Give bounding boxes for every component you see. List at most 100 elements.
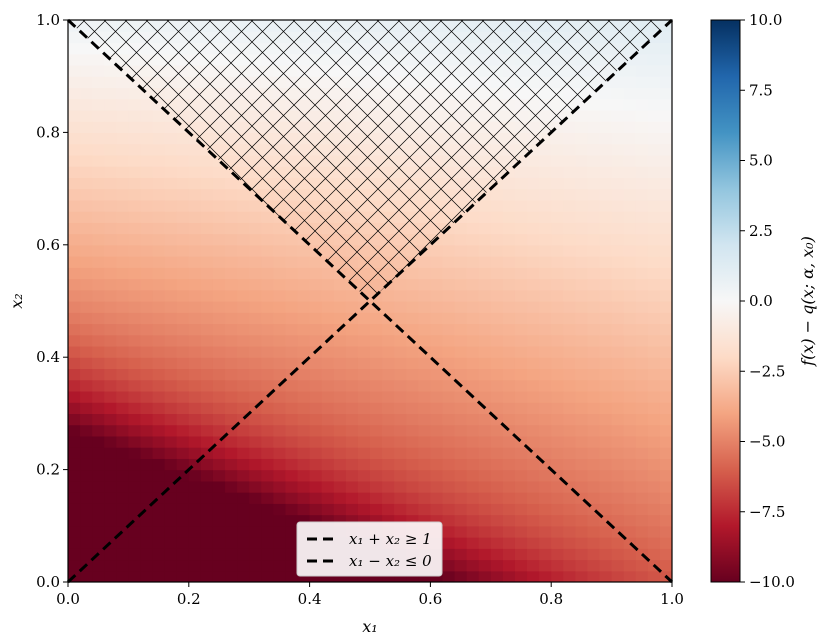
heatmap-cell — [514, 334, 528, 347]
heatmap-cell — [659, 503, 672, 516]
heatmap-cell — [647, 492, 661, 504]
heatmap-cell — [539, 458, 552, 471]
heatmap-cell — [116, 289, 129, 302]
heatmap-cell — [575, 323, 589, 336]
heatmap-cell — [659, 188, 672, 201]
heatmap-cell — [116, 87, 129, 100]
heatmap-cell — [623, 559, 637, 572]
heatmap-cell — [188, 458, 202, 471]
heatmap-cell — [128, 323, 142, 336]
heatmap-cell — [176, 424, 190, 437]
heatmap-cell — [309, 469, 323, 482]
heatmap-cell — [116, 480, 129, 493]
heatmap-cell — [104, 480, 117, 493]
heatmap-cell — [297, 390, 311, 403]
heatmap-cell — [164, 368, 178, 381]
heatmap-cell — [623, 424, 637, 437]
heatmap-cell — [490, 323, 504, 336]
heatmap-cell — [104, 559, 117, 572]
heatmap-cell — [575, 447, 589, 459]
heatmap-cell — [333, 379, 347, 392]
heatmap-cell — [539, 233, 552, 246]
heatmap-cell — [406, 390, 419, 403]
heatmap-cell — [285, 301, 299, 313]
heatmap-cell — [68, 312, 81, 325]
heatmap-cell — [623, 480, 637, 493]
heatmap-cell — [623, 323, 637, 336]
heatmap-cell — [68, 357, 81, 370]
heatmap-cell — [321, 345, 335, 358]
heatmap-cell — [128, 345, 142, 358]
heatmap-cell — [140, 424, 154, 437]
heatmap-cell — [321, 424, 335, 437]
heatmap-cell — [478, 447, 492, 459]
heatmap-cell — [357, 413, 371, 426]
heatmap-cell — [116, 244, 129, 257]
heatmap-cell — [92, 64, 105, 77]
heatmap-cell — [406, 323, 419, 336]
heatmap-cell — [599, 289, 613, 302]
heatmap-cell — [68, 256, 81, 268]
heatmap-cell — [454, 222, 468, 235]
heatmap-cell — [466, 480, 480, 493]
heatmap-cell — [200, 188, 214, 201]
heatmap-cell — [587, 402, 601, 414]
heatmap-cell — [164, 514, 178, 527]
heatmap-cell — [152, 211, 166, 223]
heatmap-cell — [92, 447, 105, 459]
heatmap-cell — [502, 233, 516, 246]
heatmap-cell — [370, 514, 383, 527]
heatmap-cell — [188, 312, 202, 325]
heatmap-cell — [394, 334, 407, 347]
heatmap-cell — [563, 537, 576, 549]
heatmap-cell — [200, 289, 214, 302]
heatmap-cell — [68, 492, 81, 504]
heatmap-cell — [297, 424, 311, 437]
heatmap-cell — [466, 211, 480, 223]
heatmap-cell — [563, 514, 576, 527]
heatmap-cell — [188, 323, 202, 336]
colorbar-tick-label: 2.5 — [749, 222, 773, 240]
heatmap-cell — [551, 514, 564, 527]
heatmap-cell — [623, 278, 637, 291]
heatmap-cell — [140, 447, 154, 459]
heatmap-cell — [611, 222, 625, 235]
heatmap-cell — [514, 503, 528, 516]
heatmap-cell — [92, 87, 105, 100]
heatmap-cell — [527, 256, 540, 268]
heatmap-cell — [442, 256, 456, 268]
heatmap-cell — [490, 368, 504, 381]
heatmap-cell — [297, 301, 311, 313]
heatmap-cell — [611, 323, 625, 336]
heatmap-cell — [225, 244, 238, 257]
heatmap-cell — [92, 278, 105, 291]
colorbar-tick-label: −2.5 — [749, 362, 785, 380]
heatmap-cell — [551, 211, 564, 223]
heatmap-cell — [321, 435, 335, 448]
heatmap-cell — [92, 379, 105, 392]
heatmap-cell — [249, 222, 262, 235]
heatmap-cell — [527, 301, 540, 313]
heatmap-cell — [225, 199, 238, 212]
heatmap-cell — [128, 548, 142, 561]
heatmap-cell — [176, 177, 190, 190]
heatmap-cell — [68, 199, 81, 212]
heatmap-cell — [80, 447, 93, 459]
heatmap-cell — [599, 244, 613, 257]
heatmap-cell — [551, 312, 564, 325]
heatmap-cell — [116, 154, 129, 167]
heatmap-cell — [176, 345, 190, 358]
x-tick-label: 0.8 — [539, 590, 563, 608]
heatmap-cell — [406, 301, 419, 313]
heatmap-cell — [563, 379, 576, 392]
heatmap-cell — [599, 76, 613, 89]
heatmap-cell — [430, 514, 444, 527]
heatmap-cell — [551, 166, 564, 178]
heatmap-cell — [430, 345, 444, 358]
heatmap-cell — [514, 368, 528, 381]
heatmap-cell — [212, 166, 226, 178]
heatmap-cell — [345, 413, 359, 426]
heatmap-cell — [176, 334, 190, 347]
heatmap-cell — [333, 301, 347, 313]
heatmap-cell — [382, 413, 395, 426]
